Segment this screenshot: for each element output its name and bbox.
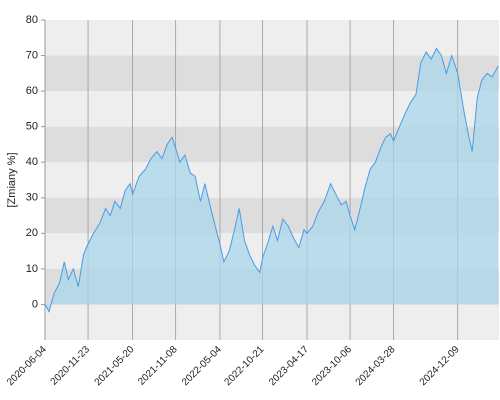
band <box>45 304 499 340</box>
y-tick-label: 30 <box>26 192 38 204</box>
x-tick-label: 2020-06-04 <box>5 344 49 388</box>
x-tick-label: 2020-11-23 <box>49 344 93 388</box>
x-tick-label: 2021-11-08 <box>136 344 180 388</box>
y-tick-label: 20 <box>26 227 38 239</box>
x-tick-label: 2023-04-17 <box>267 344 311 388</box>
y-tick-label: 40 <box>26 156 38 168</box>
x-tick-label: 2024-12-09 <box>418 344 462 388</box>
y-axis-label: [Zmiany %] <box>6 152 18 207</box>
band <box>45 20 499 56</box>
x-tick-label: 2024-03-28 <box>354 344 398 388</box>
y-tick-label: 60 <box>26 85 38 97</box>
area <box>45 48 499 312</box>
y-tick-label: 0 <box>32 298 38 310</box>
x-tick-label: 2021-05-20 <box>93 344 137 388</box>
y-tick-label: 50 <box>26 121 38 133</box>
line <box>44 47 499 313</box>
y-tick-label: 70 <box>26 49 38 61</box>
x-tick-label: 2022-05-04 <box>180 344 224 388</box>
y-tick-label: 80 <box>26 14 38 26</box>
x-tick-label: 2022-10-21 <box>223 344 267 388</box>
x-tick-label: 2023-10-06 <box>310 344 354 388</box>
y-tick-label: 10 <box>26 263 38 275</box>
